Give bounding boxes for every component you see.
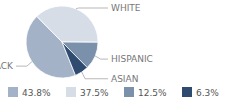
chart: BLACK WHITE HISPANIC ASIAN 43.8% 37.5% 12.5% 6.… <box>0 0 240 100</box>
pie <box>26 6 98 78</box>
legend-label: 37.5% <box>80 88 109 98</box>
slice <box>62 42 87 75</box>
category-label: WHITE <box>111 3 141 13</box>
category-label: HISPANIC <box>111 54 153 64</box>
legend: 43.8% 37.5% 12.5% 6.3% <box>8 87 219 98</box>
legend-swatch <box>8 87 18 97</box>
legend-label: 43.8% <box>22 88 51 98</box>
leader-line <box>16 62 32 66</box>
legend-swatch <box>66 87 76 97</box>
slice <box>37 6 98 42</box>
legend-swatch <box>182 87 192 97</box>
legend-label: 6.3% <box>196 88 219 98</box>
leader-line <box>76 8 108 10</box>
category-label: ASIAN <box>111 74 138 84</box>
category-label: BLACK <box>0 61 14 71</box>
legend-swatch <box>124 87 134 97</box>
leader-line <box>95 56 108 59</box>
leader-line <box>82 72 108 79</box>
legend-label: 12.5% <box>138 88 167 98</box>
